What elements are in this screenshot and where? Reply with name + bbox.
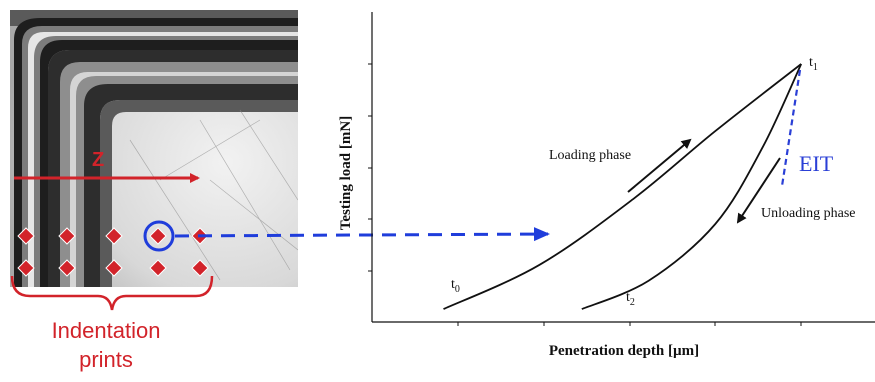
z-axis-label: Z xyxy=(92,149,104,171)
unloading-arrow xyxy=(736,157,781,224)
x-axis-label: Penetration depth [µm] xyxy=(549,343,699,359)
indentation-print-mark xyxy=(149,227,167,245)
indentation-print-mark xyxy=(58,259,76,277)
indentation-label-line1: Indentation xyxy=(51,318,161,343)
loading-arrow xyxy=(627,138,692,193)
unloading-curve xyxy=(581,63,803,310)
z-direction-arrow: Z xyxy=(14,149,200,183)
micrograph-image xyxy=(10,10,298,287)
chart-axes xyxy=(368,12,875,326)
prints-bracket xyxy=(10,275,214,311)
indentation-prints xyxy=(17,227,209,277)
indentation-label-line2: prints xyxy=(79,347,133,372)
t1-label: t1 xyxy=(809,55,818,73)
y-axis-label: Testing load [mN] xyxy=(338,116,354,230)
indentation-print-mark xyxy=(58,227,76,245)
indentation-print-mark xyxy=(17,227,35,245)
unloading-phase-label: Unloading phase xyxy=(761,206,855,221)
t0-label: t0 xyxy=(451,277,460,295)
indentation-print-mark xyxy=(149,259,167,277)
indentation-print-mark xyxy=(105,227,123,245)
indentation-print-mark xyxy=(191,259,209,277)
selected-indent-circle xyxy=(143,220,175,252)
eit-label: EIT xyxy=(799,151,834,176)
loading-phase-label: Loading phase xyxy=(549,148,631,163)
indentation-print-mark xyxy=(105,259,123,277)
t2-label: t2 xyxy=(626,290,635,308)
indentation-print-mark xyxy=(17,259,35,277)
loading-curve xyxy=(443,63,802,310)
link-arrow xyxy=(174,227,550,242)
